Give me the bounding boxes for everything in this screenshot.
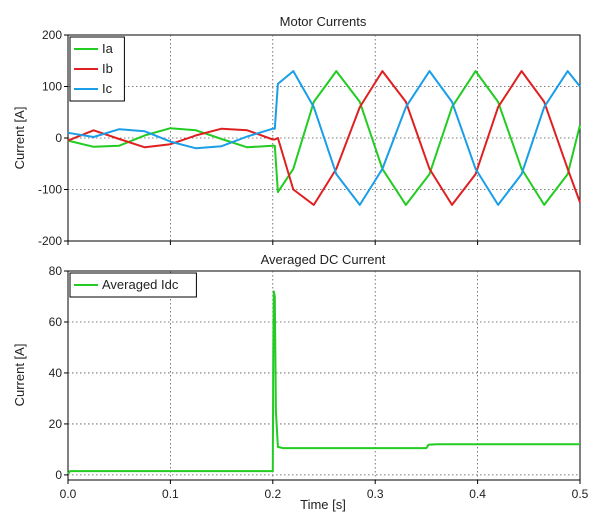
legend-label-ib: Ib [102,61,113,76]
x-tick-label: 0.0 [60,487,77,501]
x-tick-label: 0.4 [469,487,486,501]
motor-currents-y-tick-label: 0 [55,131,62,145]
averaged-dc-current-ticks: 0.0 0.1 0.2 0.3 0.4 0.5 0 20 40 60 80 [49,264,589,501]
motor-currents-title: Motor Currents [280,14,367,29]
averaged-dc-current-y-tick-label: 80 [49,264,63,278]
averaged-dc-current-legend: Averaged Idc [69,272,197,298]
motor-currents-y-axis-label: Current [A] [12,107,27,170]
x-tick-label: 0.1 [162,487,179,501]
series-line-averaged-idc [67,290,580,475]
motor-currents-y-tick-label: -100 [38,183,62,197]
averaged-dc-current-panel: Averaged DC Current 0.0 0.1 0.2 0.3 0.4 0.5 0 2… [12,252,589,512]
series-line-ic [67,70,581,206]
motor-currents-series [67,70,581,206]
averaged-dc-current-y-tick-label: 0 [55,468,62,482]
motor-currents-ticks: -200 -100 0 100 200 [38,28,581,248]
motor-currents-y-tick-label: 200 [42,28,62,42]
motor-currents-legend: Ia Ib Ic [69,36,125,102]
legend-label-averaged-idc: Averaged Idc [102,277,179,292]
averaged-dc-current-y-tick-label: 60 [49,315,63,329]
legend-label-ic: Ic [102,81,113,96]
x-tick-label: 0.3 [367,487,384,501]
averaged-dc-current-series [67,290,580,475]
averaged-dc-current-y-axis-label: Current [A] [12,344,27,407]
averaged-dc-current-y-tick-label: 40 [49,366,63,380]
x-tick-label: 0.2 [264,487,281,501]
series-line-ib [67,70,581,206]
motor-currents-y-tick-label: -200 [38,234,62,248]
motor-currents-panel: Motor Currents -200 -100 0 100 200 Current [… [12,14,581,248]
time-x-axis-label: Time [s] [300,497,346,512]
series-line-ia [67,70,581,206]
averaged-dc-current-y-tick-label: 20 [49,417,63,431]
averaged-dc-current-title: Averaged DC Current [261,252,386,267]
x-tick-label: 0.5 [572,487,589,501]
motor-currents-y-tick-label: 100 [42,80,62,94]
legend-label-ia: Ia [102,41,114,56]
